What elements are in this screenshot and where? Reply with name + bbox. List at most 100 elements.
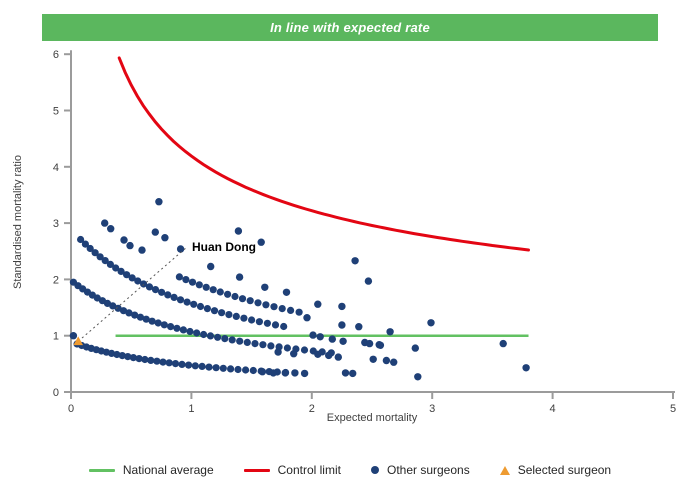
other-surgeon-point[interactable]	[96, 253, 104, 261]
other-surgeon-point[interactable]	[135, 355, 143, 363]
other-surgeon-point[interactable]	[300, 346, 309, 354]
other-surgeon-point[interactable]	[216, 288, 224, 296]
other-surgeon-point[interactable]	[120, 236, 128, 244]
other-surgeon-point[interactable]	[386, 328, 394, 336]
other-surgeon-point[interactable]	[129, 354, 137, 362]
other-surgeon-point[interactable]	[283, 344, 291, 352]
other-surgeon-point[interactable]	[227, 365, 235, 373]
other-surgeon-point[interactable]	[107, 225, 115, 233]
other-surgeon-point[interactable]	[175, 273, 183, 281]
other-surgeon-point[interactable]	[195, 281, 203, 289]
other-surgeon-point[interactable]	[236, 337, 244, 345]
other-surgeon-point[interactable]	[411, 344, 419, 352]
other-surgeon-point[interactable]	[258, 368, 267, 376]
other-surgeon-point[interactable]	[281, 369, 289, 377]
other-surgeon-point[interactable]	[224, 290, 232, 298]
other-surgeon-point[interactable]	[214, 333, 222, 341]
other-surgeon-point[interactable]	[290, 350, 298, 358]
other-surgeon-point[interactable]	[210, 307, 219, 315]
other-surgeon-point[interactable]	[341, 369, 350, 377]
other-surgeon-point[interactable]	[262, 301, 270, 309]
other-surgeon-point[interactable]	[131, 311, 139, 319]
selected-surgeon-point[interactable]	[73, 336, 84, 346]
other-surgeon-point[interactable]	[69, 332, 78, 340]
other-surgeon-point[interactable]	[240, 314, 248, 322]
other-surgeon-point[interactable]	[522, 364, 530, 372]
other-surgeon-point[interactable]	[316, 333, 324, 341]
other-surgeon-point[interactable]	[159, 358, 167, 366]
other-surgeon-point[interactable]	[243, 338, 251, 346]
other-surgeon-point[interactable]	[134, 277, 142, 285]
other-surgeon-point[interactable]	[198, 362, 206, 370]
other-surgeon-point[interactable]	[138, 246, 146, 254]
other-surgeon-point[interactable]	[136, 313, 144, 321]
other-surgeon-point[interactable]	[242, 366, 250, 374]
other-surgeon-point[interactable]	[124, 353, 132, 361]
other-surgeon-point[interactable]	[153, 357, 161, 365]
other-surgeon-point[interactable]	[77, 235, 85, 244]
other-surgeon-point[interactable]	[225, 311, 233, 319]
other-surgeon-point[interactable]	[369, 355, 377, 363]
other-surgeon-point[interactable]	[218, 309, 226, 317]
other-surgeon-point[interactable]	[113, 350, 121, 359]
other-surgeon-point[interactable]	[117, 267, 125, 275]
other-surgeon-point[interactable]	[269, 369, 277, 377]
other-surgeon-point[interactable]	[270, 303, 278, 311]
other-surgeon-point[interactable]	[254, 299, 262, 307]
other-surgeon-point[interactable]	[179, 326, 187, 334]
other-surgeon-point[interactable]	[390, 358, 398, 366]
other-surgeon-point[interactable]	[101, 257, 109, 265]
other-surgeon-point[interactable]	[188, 278, 197, 286]
other-surgeon-point[interactable]	[309, 331, 317, 339]
other-surgeon-point[interactable]	[142, 315, 150, 323]
other-surgeon-point[interactable]	[158, 288, 166, 296]
other-surgeon-point[interactable]	[185, 361, 193, 369]
other-surgeon-point[interactable]	[271, 321, 280, 329]
other-surgeon-point[interactable]	[300, 369, 309, 378]
other-surgeon-point[interactable]	[101, 219, 109, 227]
other-surgeon-point[interactable]	[118, 352, 126, 360]
other-surgeon-point[interactable]	[219, 364, 227, 372]
other-surgeon-point[interactable]	[151, 228, 159, 236]
other-surgeon-point[interactable]	[248, 316, 256, 324]
other-surgeon-point[interactable]	[176, 245, 185, 253]
other-surgeon-point[interactable]	[106, 260, 114, 268]
other-surgeon-point[interactable]	[191, 362, 199, 370]
other-surgeon-point[interactable]	[147, 356, 155, 364]
other-surgeon-point[interactable]	[145, 283, 154, 291]
other-surgeon-point[interactable]	[499, 339, 507, 348]
other-surgeon-point[interactable]	[176, 296, 185, 304]
other-surgeon-point[interactable]	[202, 283, 210, 291]
other-surgeon-point[interactable]	[178, 360, 186, 368]
other-surgeon-point[interactable]	[238, 295, 247, 303]
other-surgeon-point[interactable]	[314, 300, 322, 308]
other-surgeon-point[interactable]	[170, 293, 178, 301]
other-surgeon-point[interactable]	[349, 369, 357, 378]
other-surgeon-point[interactable]	[261, 283, 269, 291]
other-surgeon-point[interactable]	[234, 227, 243, 235]
other-surgeon-point[interactable]	[280, 322, 288, 331]
other-surgeon-point[interactable]	[112, 264, 120, 272]
other-surgeon-point[interactable]	[173, 324, 181, 332]
other-surgeon-point[interactable]	[160, 321, 168, 329]
other-surgeon-point[interactable]	[154, 319, 162, 327]
other-surgeon-point[interactable]	[287, 306, 295, 314]
other-surgeon-point[interactable]	[325, 351, 333, 360]
other-surgeon-point[interactable]	[232, 312, 240, 320]
other-surgeon-point[interactable]	[200, 330, 208, 339]
other-surgeon-point[interactable]	[255, 318, 263, 326]
other-surgeon-point[interactable]	[167, 323, 175, 331]
other-surgeon-point[interactable]	[228, 336, 236, 344]
other-surgeon-point[interactable]	[364, 277, 373, 285]
other-surgeon-point[interactable]	[207, 262, 215, 271]
other-surgeon-point[interactable]	[221, 335, 229, 343]
other-surgeon-point[interactable]	[161, 234, 169, 242]
other-surgeon-point[interactable]	[231, 292, 239, 301]
other-surgeon-point[interactable]	[186, 327, 194, 336]
other-surgeon-point[interactable]	[196, 302, 205, 311]
other-surgeon-point[interactable]	[249, 366, 257, 375]
other-surgeon-point[interactable]	[193, 329, 201, 337]
other-surgeon-point[interactable]	[234, 365, 242, 374]
other-surgeon-point[interactable]	[119, 307, 128, 315]
other-surgeon-point[interactable]	[274, 348, 282, 356]
